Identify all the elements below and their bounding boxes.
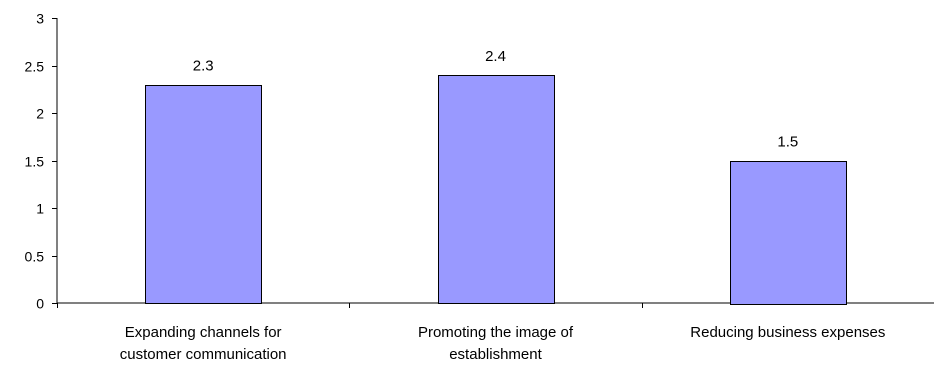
category-label: Reducing business expenses xyxy=(690,324,885,341)
category-label-line: Reducing business expenses xyxy=(690,324,885,341)
category-label-line: Expanding channels for xyxy=(125,324,282,341)
bars xyxy=(145,75,847,305)
data-label: 2.4 xyxy=(485,48,506,65)
bar xyxy=(145,85,262,304)
y-tick-label: 0 xyxy=(36,296,44,312)
category-label-line: establishment xyxy=(449,346,542,363)
bar xyxy=(730,161,847,305)
category-label-line: customer communication xyxy=(120,346,287,363)
category-label: Expanding channels for customer communica… xyxy=(120,324,287,363)
y-tick-label: 0.5 xyxy=(25,249,45,265)
category-label-line: Promoting the image of xyxy=(418,324,574,341)
data-label: 1.5 xyxy=(777,134,798,151)
y-tick-label: 2.5 xyxy=(25,59,45,75)
category-label: Promoting the image of establishment xyxy=(418,324,574,363)
data-label: 2.3 xyxy=(193,58,214,75)
labels: 2.3 Expanding channels for customer commun… xyxy=(120,48,886,363)
y-tick-label: 3 xyxy=(36,11,44,27)
y-tick-label: 2 xyxy=(36,106,44,122)
bar xyxy=(438,75,555,304)
y-tick-label: 1.5 xyxy=(25,154,45,170)
y-tick-label: 1 xyxy=(36,201,44,217)
